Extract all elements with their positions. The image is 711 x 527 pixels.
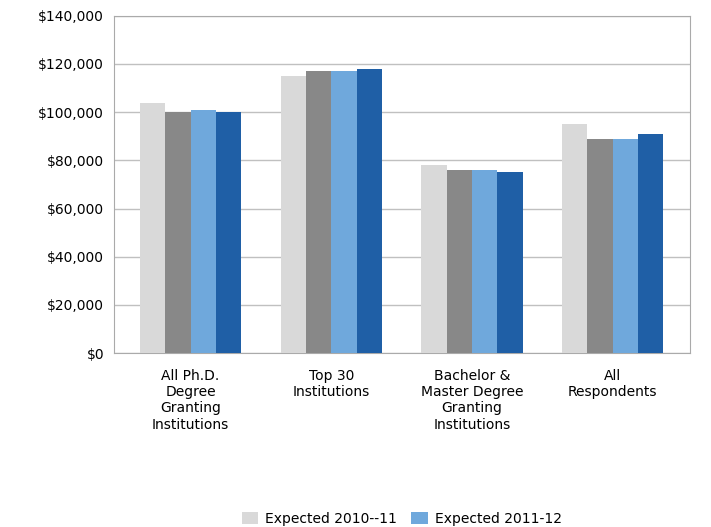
Bar — [447, 170, 472, 353]
Legend: Expected 2010--11, Actual 2010-11, Expected 2011-12, Actual 2011-12: Expected 2010--11, Actual 2010-11, Expec… — [242, 512, 562, 527]
Bar — [191, 110, 216, 353]
Bar — [331, 71, 357, 353]
Bar — [306, 71, 331, 353]
Bar — [165, 112, 191, 353]
Bar — [216, 112, 241, 353]
Bar — [613, 139, 638, 353]
Bar — [422, 165, 447, 353]
Bar — [472, 170, 498, 353]
Bar — [498, 172, 523, 353]
Bar — [357, 69, 382, 353]
Bar — [140, 103, 165, 353]
Bar — [281, 76, 306, 353]
Bar — [638, 134, 663, 353]
Bar — [562, 124, 587, 353]
Bar — [587, 139, 613, 353]
